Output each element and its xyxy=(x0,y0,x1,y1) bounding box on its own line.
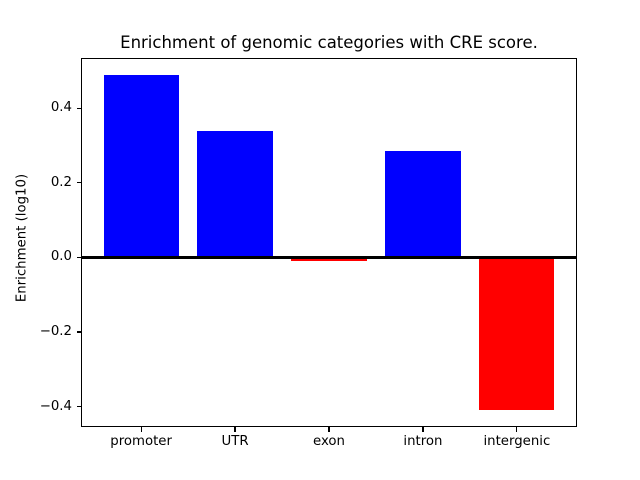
y-axis-label: Enrichment (log10) xyxy=(14,173,30,303)
x-tick-mark xyxy=(328,427,330,432)
x-tick-label-exon: exon xyxy=(313,434,345,449)
x-tick-mark xyxy=(234,427,236,432)
y-tick-label: 0.0 xyxy=(50,249,72,265)
y-tick-label: −0.2 xyxy=(39,323,72,339)
x-tick-label-intergenic: intergenic xyxy=(483,434,551,449)
y-tick-label: 0.2 xyxy=(50,174,72,190)
x-tick-label-promoter: promoter xyxy=(110,434,172,449)
x-tick-label-intron: intron xyxy=(403,434,443,449)
plot-area xyxy=(81,58,577,427)
chart-title: Enrichment of genomic categories with CR… xyxy=(120,33,538,52)
y-tick-label: 0.4 xyxy=(50,100,72,116)
y-tick-label: −0.4 xyxy=(39,398,72,414)
x-tick-mark xyxy=(140,427,142,432)
x-tick-label-UTR: UTR xyxy=(221,434,249,449)
x-tick-mark xyxy=(422,427,424,432)
x-tick-mark xyxy=(516,427,518,432)
